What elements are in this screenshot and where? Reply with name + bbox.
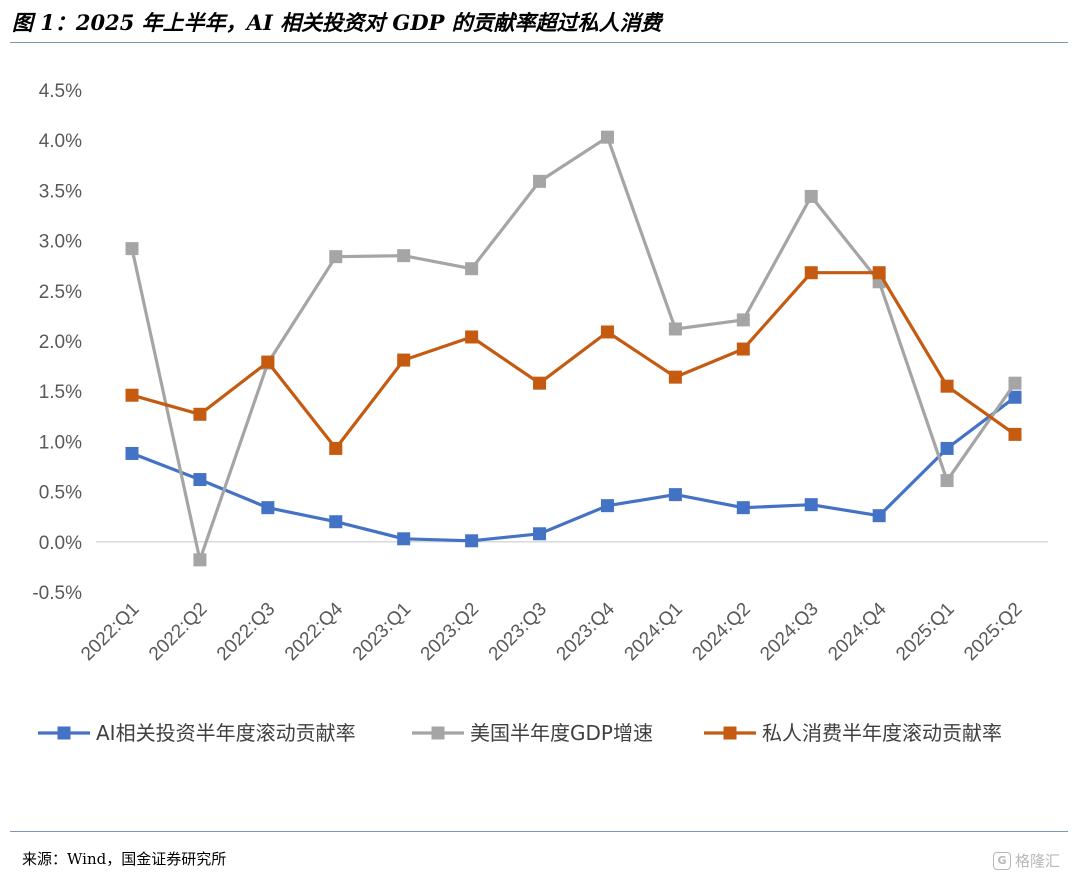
x-tick-label: 2024:Q4: [824, 598, 891, 665]
data-point: [872, 509, 886, 523]
x-tick-label: 2022:Q3: [213, 599, 279, 665]
legend-label: 私人消费半年度滚动贡献率: [762, 721, 1002, 745]
x-tick-label: 2023:Q2: [417, 599, 483, 665]
data-point: [600, 325, 614, 339]
data-point: [1008, 427, 1022, 441]
data-point: [1008, 390, 1022, 404]
chart-legend: AI相关投资半年度滚动贡献率 美国半年度GDP增速 私人消费半年度滚动贡献率: [38, 721, 1002, 745]
x-tick-label: 2024:Q2: [688, 599, 754, 665]
data-point: [804, 189, 818, 203]
x-tick-label: 2022:Q2: [145, 599, 211, 665]
data-point: [736, 342, 750, 356]
data-point: [668, 370, 682, 384]
legend-item: 私人消费半年度滚动贡献率: [704, 721, 1002, 745]
x-tick-label: 2024:Q1: [621, 599, 687, 665]
data-point: [193, 553, 207, 567]
y-tick-label: 1.0%: [39, 432, 82, 453]
data-point: [329, 515, 343, 529]
line-chart: -0.5% 0.0% 0.5% 1.0% 1.5% 2.0% 2.5% 3.0% 3.5% 4.0…: [32, 81, 1048, 745]
watermark-logo-icon: G: [992, 851, 1011, 870]
x-tick-label: 2024:Q3: [756, 599, 822, 665]
chart-series: [125, 130, 1022, 567]
y-tick-label: 1.5%: [39, 382, 82, 403]
data-point: [465, 262, 479, 276]
series-1: [125, 390, 1022, 548]
data-point: [397, 249, 411, 263]
legend-marker-swatch: [723, 726, 737, 740]
data-point: [465, 534, 479, 548]
data-point: [261, 355, 275, 369]
y-tick-label: 0.5%: [39, 483, 82, 504]
series-line: [130, 135, 1017, 562]
footer-divider: [10, 831, 1068, 832]
x-tick-label: 2022:Q4: [281, 598, 348, 665]
data-point: [1008, 376, 1022, 390]
data-point: [329, 441, 343, 455]
y-tick-label: 3.0%: [39, 232, 82, 253]
data-point: [668, 322, 682, 336]
x-tick-label: 2025:Q2: [960, 599, 1026, 665]
legend-marker-swatch: [57, 726, 71, 740]
data-point: [600, 130, 614, 144]
watermark-text: 格隆汇: [1014, 852, 1060, 870]
data-point: [872, 266, 886, 280]
data-point: [125, 446, 139, 460]
source-note: 来源：Wind，国金证券研究所: [22, 850, 227, 868]
data-point: [397, 353, 411, 367]
data-point: [125, 388, 139, 402]
y-tick-label: -0.5%: [32, 583, 82, 604]
series-line: [131, 271, 1016, 450]
data-point: [940, 441, 954, 455]
x-tick-label: 2022:Q1: [77, 599, 143, 665]
watermark: G 格隆汇: [992, 850, 1060, 871]
data-point: [668, 488, 682, 502]
y-tick-label: 4.0%: [39, 131, 82, 152]
data-point: [940, 474, 954, 488]
y-tick-label: 2.5%: [39, 282, 82, 303]
title-divider: [10, 42, 1068, 43]
data-point: [804, 266, 818, 280]
data-point: [329, 250, 343, 264]
series-line: [131, 395, 1016, 543]
y-tick-label: 3.5%: [39, 181, 82, 202]
data-point: [533, 174, 547, 188]
x-axis-ticks: 2022:Q1 2022:Q2 2022:Q3 2022:Q4 2023:Q1 2023:…: [77, 598, 1026, 665]
legend-label: AI相关投资半年度滚动贡献率: [96, 721, 356, 745]
x-tick-label: 2025:Q1: [892, 599, 958, 665]
y-axis-ticks: -0.5% 0.0% 0.5% 1.0% 1.5% 2.0% 2.5% 3.0% 3.5% 4.0…: [32, 81, 82, 604]
data-point: [736, 501, 750, 515]
y-tick-label: 4.5%: [39, 81, 82, 102]
series-2: [125, 130, 1022, 567]
data-point: [533, 527, 547, 541]
legend-marker-swatch: [431, 726, 445, 740]
legend-item: 美国半年度GDP增速: [412, 721, 653, 745]
y-tick-label: 2.0%: [39, 332, 82, 353]
figure-title: 图 1：2025 年上半年，AI 相关投资对 GDP 的贡献率超过私人消费: [12, 10, 662, 35]
data-point: [397, 532, 411, 546]
data-point: [465, 330, 479, 344]
legend-label: 美国半年度GDP增速: [470, 721, 653, 745]
series-3: [125, 266, 1022, 455]
data-point: [261, 501, 275, 515]
data-point: [940, 379, 954, 393]
legend-item: AI相关投资半年度滚动贡献率: [38, 721, 356, 745]
x-tick-label: 2023:Q4: [553, 598, 620, 665]
data-point: [533, 376, 547, 390]
data-point: [125, 242, 139, 256]
data-point: [804, 498, 818, 512]
y-tick-label: 0.0%: [39, 533, 82, 554]
x-tick-label: 2023:Q3: [485, 599, 551, 665]
data-point: [600, 499, 614, 513]
x-tick-label: 2023:Q1: [349, 599, 415, 665]
data-point: [193, 407, 207, 421]
data-point: [193, 473, 207, 487]
data-point: [736, 313, 750, 327]
